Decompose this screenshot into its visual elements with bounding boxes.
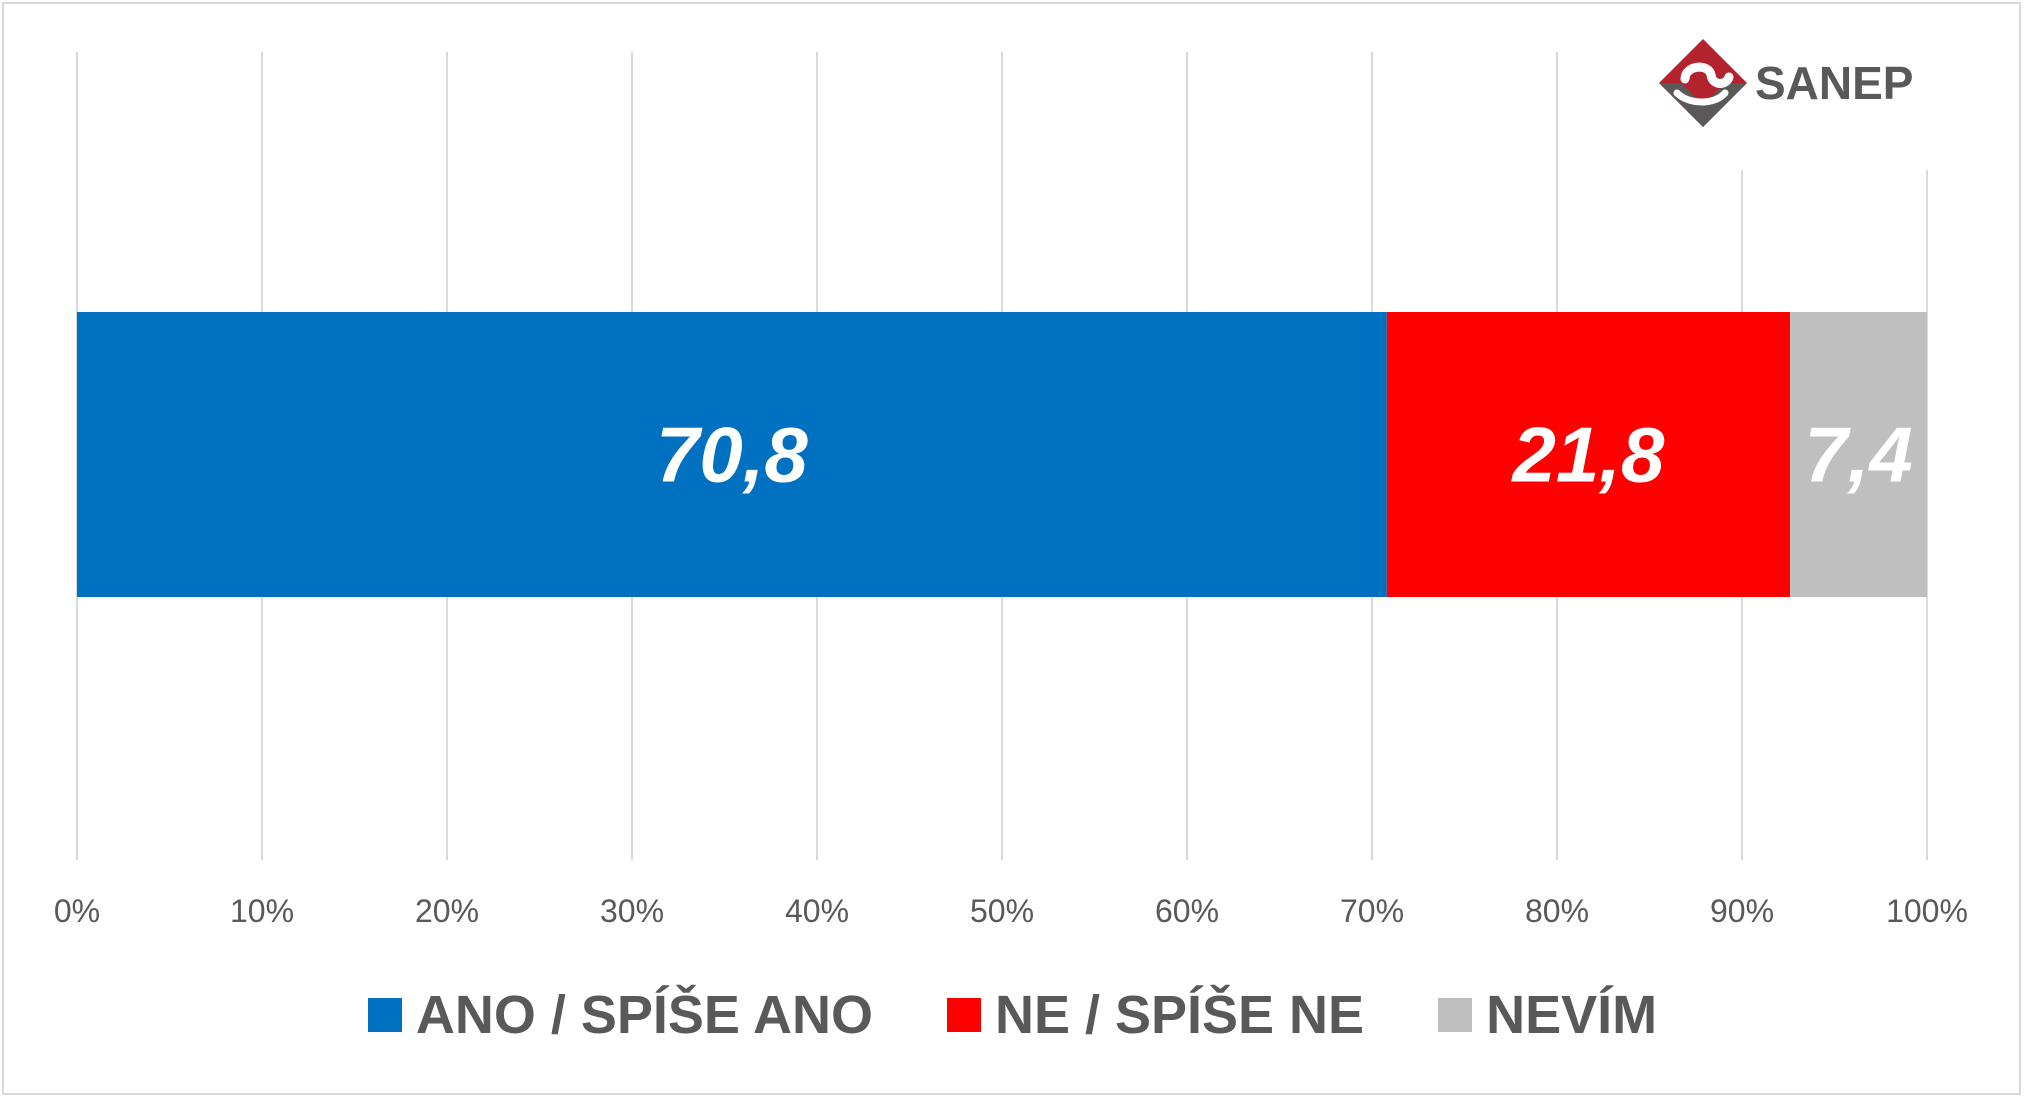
- x-tick-label: 90%: [1710, 893, 1774, 929]
- legend-swatch-ano: [367, 998, 402, 1032]
- legend-label-ne: NE / SPÍŠE NE: [994, 985, 1365, 1045]
- legend-item-ne: NE / SPÍŠE NE: [946, 984, 1365, 1046]
- bar-ne-value-label: 21,8: [1511, 411, 1665, 499]
- x-tick-label: 40%: [785, 893, 849, 929]
- x-tick-label: 0%: [54, 893, 100, 929]
- x-tick-label: 50%: [970, 893, 1034, 929]
- legend-swatch-nevim: [1438, 998, 1473, 1032]
- x-tick-labels: 0% 10% 20% 30% 40% 50% 60% 70% 80% 90% 100%: [54, 893, 1968, 929]
- bar-ne: [1386, 312, 1791, 597]
- bar-nevim-value-label: 7,4: [1804, 411, 1912, 499]
- x-tick-label: 70%: [1340, 893, 1404, 929]
- sanep-logo: SANEP: [1655, 35, 1955, 135]
- sanep-logo-mark-icon: [1659, 39, 1747, 127]
- x-tick-label: 80%: [1525, 893, 1589, 929]
- legend-item-nevim: NEVÍM: [1438, 984, 1657, 1046]
- x-tick-label: 30%: [600, 893, 664, 929]
- legend-swatch-ne: [946, 998, 981, 1032]
- x-tick-label: 10%: [230, 893, 294, 929]
- bar-nevim: [1790, 312, 1927, 597]
- x-tick-label: 100%: [1886, 893, 1968, 929]
- legend: ANO / SPÍŠE ANO NE / SPÍŠE NE NEVÍM: [0, 980, 2025, 1050]
- legend-label-ano: ANO / SPÍŠE ANO: [415, 985, 873, 1045]
- legend-item-ano: ANO / SPÍŠE ANO: [367, 984, 873, 1046]
- bar-ano: [77, 312, 1387, 597]
- bar-ano-value-label: 70,8: [656, 411, 808, 499]
- x-tick-label: 20%: [415, 893, 479, 929]
- sanep-logo-text: SANEP: [1755, 57, 1913, 109]
- data-labels: 70,8 21,8 7,4: [656, 411, 1913, 499]
- bars: [77, 312, 1927, 597]
- legend-label-nevim: NEVÍM: [1486, 985, 1658, 1045]
- x-tick-label: 60%: [1155, 893, 1219, 929]
